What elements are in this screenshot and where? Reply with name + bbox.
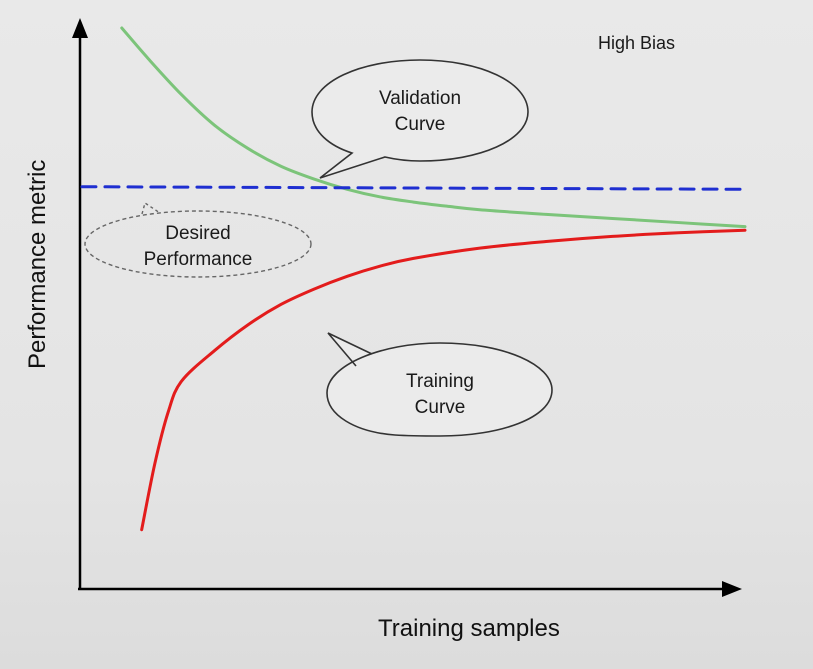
- desired-bubble: [84, 210, 312, 278]
- high-bias-label: High Bias: [598, 33, 676, 53]
- series-layer: [80, 26, 747, 532]
- validation-bubble: [311, 59, 529, 179]
- training-label-line-1: Training: [406, 371, 474, 392]
- y-axis-arrow: [72, 18, 88, 38]
- validation-label-line-1: Validation: [378, 88, 462, 109]
- annotation-bubbles: [84, 59, 553, 437]
- axes: [72, 18, 742, 597]
- training-series-line: [140, 228, 747, 532]
- validation-label-line-2: Curve: [394, 114, 446, 135]
- desired-label-line-2: Performance: [143, 249, 253, 270]
- desired-series-line: [80, 185, 747, 191]
- training-bubble: [326, 332, 553, 437]
- desired-label-line-1: Desired: [165, 223, 231, 244]
- training-label-line-2: Curve: [414, 397, 466, 418]
- validation-series-line: [120, 26, 747, 229]
- desired-performance-label: Desired Performance: [128, 221, 268, 273]
- x-axis-arrow: [722, 581, 742, 597]
- x-axis-label: Training samples: [378, 615, 560, 642]
- training-curve-label: Training Curve: [380, 369, 500, 421]
- desired-bubble-pointer: [141, 201, 161, 215]
- y-axis-label: Performance metric: [24, 159, 51, 369]
- validation-curve-label: Validation Curve: [360, 86, 480, 138]
